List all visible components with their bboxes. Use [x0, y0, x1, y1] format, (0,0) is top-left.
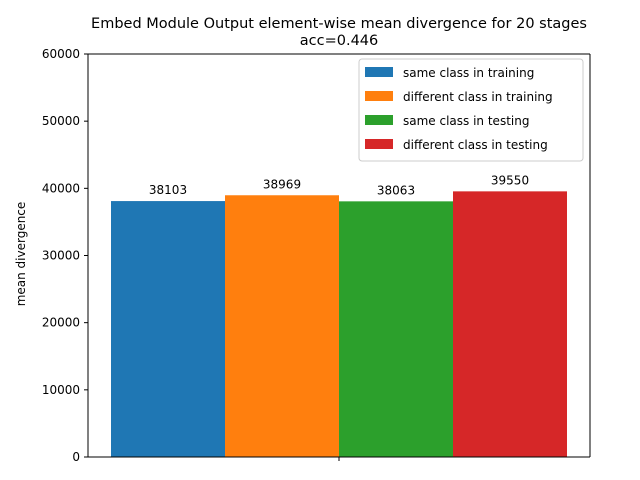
bar-value-label: 38103: [149, 183, 187, 197]
legend-swatch-4: [365, 139, 393, 149]
axes-layer: 0 10000 20000 30000 40000 50000 60000: [42, 47, 591, 464]
legend-label-1: same class in training: [403, 66, 534, 80]
y-tick-label: 10000: [42, 383, 80, 397]
legend-swatch-1: [365, 67, 393, 77]
bar-3: [339, 201, 453, 457]
legend-swatch-3: [365, 115, 393, 125]
y-tick-label: 20000: [42, 316, 80, 330]
bar-value-label: 39550: [491, 173, 529, 187]
y-tick-label: 40000: [42, 181, 80, 195]
legend-label-4: different class in testing: [403, 138, 548, 152]
bar-value-label: 38063: [377, 183, 415, 197]
y-tick-label: 0: [72, 450, 80, 464]
legend-swatch-2: [365, 91, 393, 101]
bars-layer: 38103 38969 38063 39550: [111, 173, 567, 457]
legend: same class in training different class in…: [358, 58, 584, 162]
y-axis-label: mean divergence: [14, 202, 28, 307]
legend-box: [358, 58, 584, 162]
legend-label-3: same class in testing: [403, 114, 529, 128]
bar-4: [453, 191, 567, 457]
chart-subtitle: acc=0.446: [300, 33, 379, 49]
y-tick-label: 60000: [42, 47, 80, 61]
chart-title: Embed Module Output element-wise mean di…: [91, 16, 587, 32]
bar-2: [225, 195, 339, 457]
bar-value-label: 38969: [263, 177, 301, 191]
bar-1: [111, 201, 225, 457]
y-tick-label: 30000: [42, 249, 80, 263]
y-tick-label: 50000: [42, 114, 80, 128]
legend-label-2: different class in training: [403, 90, 553, 104]
